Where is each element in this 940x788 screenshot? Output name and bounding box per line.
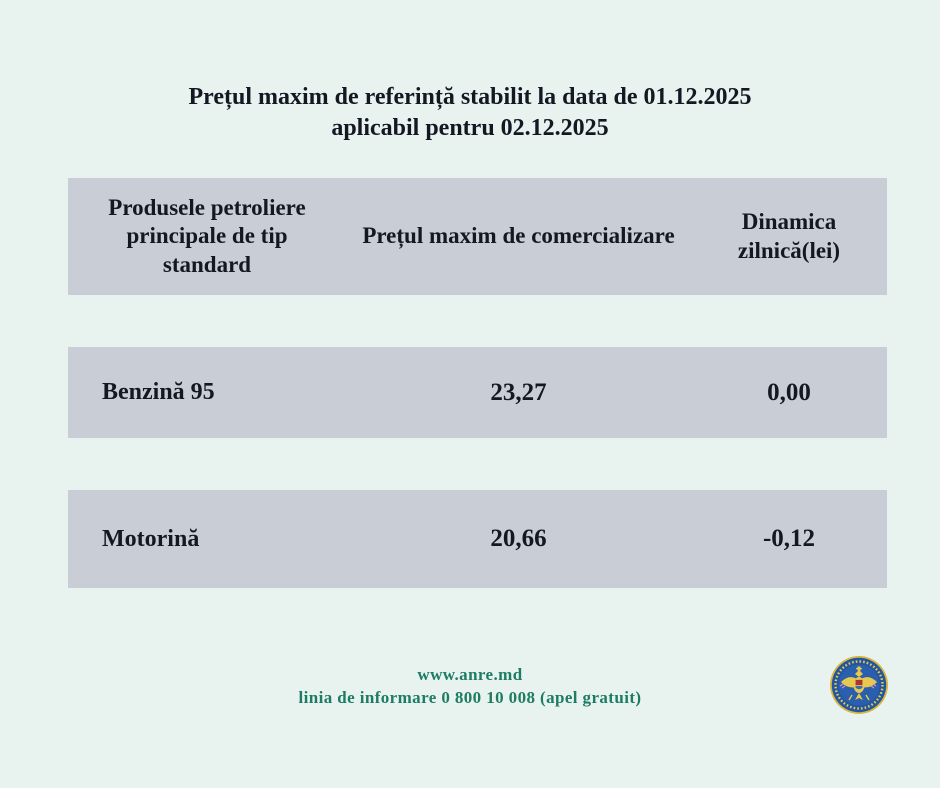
website-link: www.anre.md xyxy=(417,665,523,684)
info-line: linia de informare 0 800 10 008 (apel gr… xyxy=(298,687,642,707)
page-title: Prețul maxim de referință stabilit la da… xyxy=(0,82,940,144)
header-product-column: Produsele petroliere principale de tip s… xyxy=(108,195,306,277)
header-price-column: Prețul maxim de comercializare xyxy=(362,223,675,249)
page-title-line2: aplicabil pentru 02.12.2025 xyxy=(331,115,609,142)
table-header-row: Produsele petroliere principale de tip s… xyxy=(68,178,887,295)
daily-dynamic-value: 0,00 xyxy=(767,378,811,406)
daily-dynamic-value: -0,12 xyxy=(762,525,816,552)
header-dynamic-column: Dinamica zilnică(lei) xyxy=(737,209,841,263)
product-name: Benzină 95 xyxy=(102,379,215,405)
page-title-line1: Prețul maxim de referință stabilit la da… xyxy=(188,84,752,110)
max-price-value: 23,27 xyxy=(490,378,547,406)
moldova-coat-of-arms-icon xyxy=(830,656,888,714)
product-name: Motorină xyxy=(102,525,200,552)
table-row: Motorină 20,66 -0,12 xyxy=(68,490,887,588)
footer-text: www.anre.md linia de informare 0 800 10 … xyxy=(0,664,940,710)
table-row: Benzină 95 23,27 0,00 xyxy=(68,347,887,438)
anre-emblem-logo xyxy=(829,655,889,715)
max-price-value: 20,66 xyxy=(490,525,547,552)
